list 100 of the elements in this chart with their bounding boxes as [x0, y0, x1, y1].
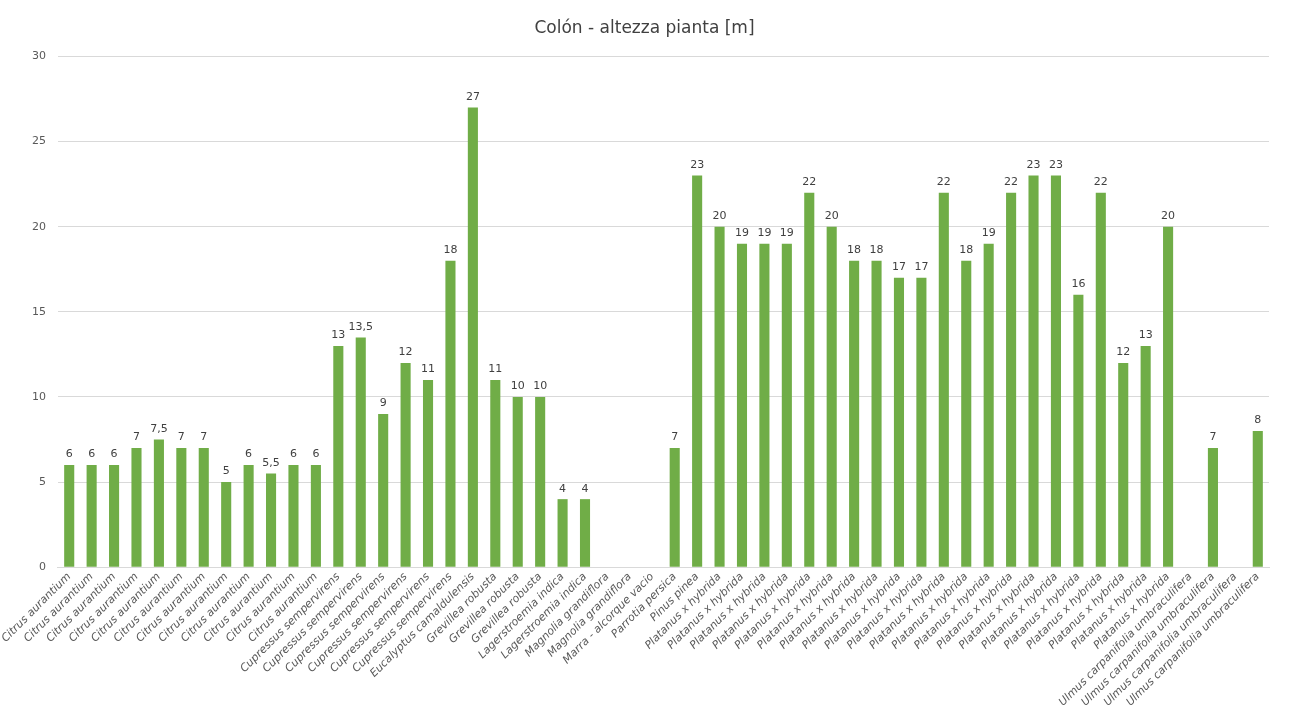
data-label: 9 [379, 396, 387, 410]
bar [445, 260, 456, 567]
data-label: 23 [1048, 157, 1063, 171]
data-label: 27 [465, 89, 480, 103]
y-tick-label: 15 [32, 304, 46, 318]
data-label: 6 [110, 447, 118, 461]
bar [310, 465, 321, 567]
bar [579, 499, 591, 567]
data-label: 22 [1093, 174, 1108, 188]
y-tick-label: 10 [32, 389, 46, 403]
data-label: 16 [1071, 277, 1086, 291]
data-label: 5,5 [262, 455, 280, 469]
bar [1006, 192, 1017, 567]
data-label: 4 [559, 481, 567, 495]
bar [355, 337, 366, 567]
data-label: 11 [421, 362, 436, 376]
bar [243, 465, 254, 567]
data-label: 6 [88, 447, 96, 461]
data-label: 13 [331, 328, 346, 342]
data-label: 6 [289, 447, 297, 461]
bar [153, 439, 164, 567]
data-label: 12 [1116, 345, 1131, 359]
bar [983, 243, 994, 567]
bar [490, 379, 501, 567]
bar [333, 345, 344, 567]
bar [804, 192, 815, 567]
bar [1050, 175, 1061, 567]
bar [86, 465, 97, 567]
bar [1252, 431, 1263, 567]
data-label: 18 [847, 243, 862, 257]
bar [198, 448, 209, 567]
bar [288, 465, 299, 567]
bar [1095, 192, 1106, 567]
bar [1163, 226, 1174, 567]
bar [266, 473, 277, 567]
bar [759, 243, 770, 567]
chart-title: Colón - altezza pianta [m] [534, 16, 755, 37]
data-label: 7 [132, 430, 140, 444]
data-label: 17 [891, 260, 906, 274]
data-label: 20 [1161, 209, 1176, 223]
data-label: 22 [936, 174, 951, 188]
bar [1073, 294, 1084, 567]
data-label: 6 [65, 447, 73, 461]
data-label: 18 [869, 243, 884, 257]
bar [422, 379, 434, 567]
data-label: 8 [1254, 413, 1262, 427]
y-tick-label: 25 [32, 134, 46, 148]
bar [1140, 345, 1151, 567]
bar [826, 226, 837, 567]
data-label: 7 [200, 430, 208, 444]
data-label: 18 [959, 243, 974, 257]
bar [916, 277, 927, 567]
bar [692, 175, 703, 567]
bar [893, 277, 905, 567]
bar [378, 414, 389, 567]
data-label: 10 [533, 379, 548, 393]
bar [669, 448, 680, 567]
data-label: 23 [690, 157, 705, 171]
data-label: 13 [1138, 328, 1153, 342]
y-tick-label: 30 [32, 49, 46, 63]
bar [1207, 448, 1218, 567]
bar [131, 448, 142, 567]
data-label: 7,5 [150, 421, 168, 435]
y-tick-label: 0 [39, 560, 46, 574]
bar [109, 465, 120, 567]
bar [961, 260, 972, 567]
bar [64, 465, 75, 567]
data-label: 7 [671, 430, 679, 444]
data-label: 22 [1004, 174, 1019, 188]
data-label: 12 [398, 345, 413, 359]
bar [781, 243, 792, 567]
data-label: 7 [177, 430, 185, 444]
bar [221, 482, 232, 567]
data-label: 7 [1209, 430, 1217, 444]
bar [557, 499, 568, 567]
data-label: 19 [734, 226, 749, 240]
bar [176, 448, 187, 567]
bar [849, 260, 860, 567]
data-label: 20 [824, 209, 839, 223]
bar [736, 243, 748, 567]
data-label: 19 [981, 226, 996, 240]
bar [535, 396, 546, 567]
data-label: 5 [222, 464, 230, 478]
data-label: 23 [1026, 157, 1041, 171]
data-label: 22 [802, 174, 817, 188]
data-label: 17 [914, 260, 929, 274]
data-label: 13,5 [348, 319, 373, 333]
bar [1028, 175, 1039, 567]
bar [1118, 362, 1129, 567]
bar [938, 192, 949, 567]
data-label: 19 [779, 226, 794, 240]
bar [871, 260, 882, 567]
y-tick-label: 20 [32, 219, 46, 233]
data-label: 20 [712, 209, 727, 223]
y-tick-label: 5 [39, 474, 46, 488]
data-label: 19 [757, 226, 772, 240]
data-label: 11 [488, 362, 503, 376]
data-label: 18 [443, 243, 458, 257]
data-label: 4 [581, 481, 589, 495]
bar [714, 226, 725, 567]
